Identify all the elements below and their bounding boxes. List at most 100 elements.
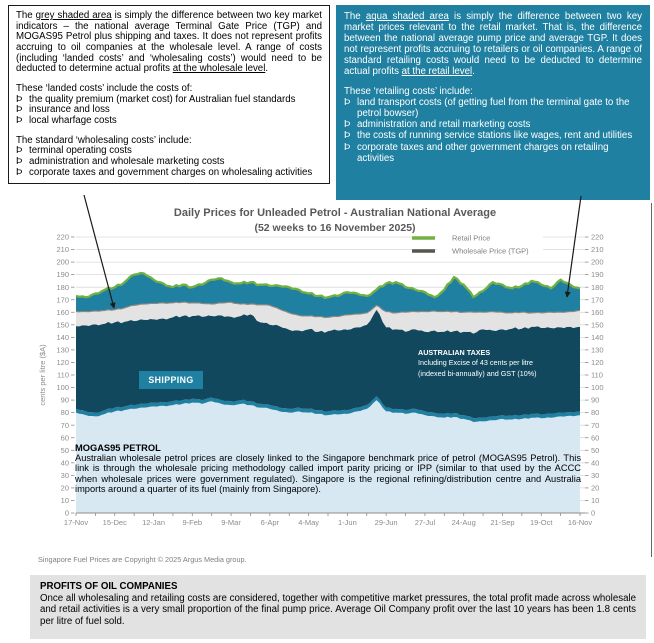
taxes-label-line3: (indexed bi-annually) and GST (10%)	[418, 368, 537, 378]
bullet-icon: Þ	[16, 104, 23, 116]
area-mogas95	[76, 400, 580, 513]
grey-shaded-area-underline: grey shaded area	[35, 10, 112, 21]
wholesale-note-paragraph: The grey shaded area is simply the diffe…	[16, 10, 323, 75]
y-axis-label-left: 40	[61, 458, 69, 467]
list-item: Þ terminal operating costs	[16, 146, 322, 157]
text-segment: The	[344, 11, 366, 22]
y-axis-label-right: 0	[591, 509, 595, 518]
y-axis-label-left: 200	[56, 258, 69, 267]
x-axis-label: 9-Feb	[183, 518, 203, 527]
y-axis-label-left: 190	[56, 270, 69, 279]
retailing-costs-intro: These ‘retailing costs’ include:	[344, 86, 473, 98]
text-segment: .	[472, 66, 475, 78]
y-axis-label-right: 60	[591, 433, 599, 442]
y-axis-label-left: 220	[56, 233, 69, 242]
y-axis-label-right: 50	[591, 446, 599, 455]
y-axis-label-right: 130	[591, 346, 604, 355]
y-axis-label-left: 150	[56, 320, 69, 329]
x-axis-label: 4-May	[298, 518, 319, 527]
chart-title: Daily Prices for Unleaded Petrol - Austr…	[174, 207, 496, 219]
text-segment: is simply the difference between two key…	[16, 10, 323, 75]
y-axis-label-left: 110	[57, 371, 69, 380]
legend-label: Wholesale Price (TGP)	[452, 247, 529, 256]
y-axis-label-left: 10	[61, 496, 69, 505]
y-axis-label-right: 200	[591, 258, 604, 267]
mogas95-note: MOGAS95 PETROL Australian wholesale petr…	[75, 443, 581, 494]
taxes-label-title: AUSTRALIAN TAXES	[418, 348, 491, 357]
mogas95-note-title: MOGAS95 PETROL	[75, 443, 161, 453]
y-axis-title: cents per litre ($A)	[38, 344, 47, 406]
list-item-text: administration and wholesale marketing c…	[29, 156, 225, 168]
list-item-text: the costs of running service stations li…	[357, 130, 633, 142]
list-item-text: corporate taxes and other government cha…	[357, 141, 609, 164]
retailing-costs-list: Þ land transport costs (of getting fuel …	[344, 97, 642, 163]
y-axis-label-left: 180	[56, 283, 69, 292]
y-axis-label-right: 150	[591, 320, 604, 329]
list-item: Þ corporate taxes and government charges…	[16, 167, 322, 179]
x-axis-label: 24-Aug	[452, 518, 476, 527]
x-axis-label: 16-Nov	[568, 518, 592, 527]
wholesale-level-underline: at the wholesale level	[172, 63, 266, 75]
list-item: Þ administration and wholesale marketing…	[16, 156, 322, 168]
list-item-text: terminal operating costs	[29, 145, 132, 157]
y-axis-label-left: 210	[56, 245, 69, 254]
y-axis-label-left: 130	[56, 346, 69, 355]
y-axis-label-left: 160	[56, 308, 69, 317]
retail-level-underline: at the retail level	[401, 66, 473, 78]
list-item-text: the quality premium (market cost) for Au…	[29, 93, 296, 105]
list-item: Þ local wharfage costs	[16, 115, 322, 127]
list-item-text: local wharfage costs	[29, 115, 117, 127]
list-item: Þ corporate taxes and other government c…	[344, 142, 642, 164]
list-item-text: administration and retail marketing cost…	[357, 119, 531, 131]
retail-note-box: The aqua shaded area is simply the diffe…	[336, 5, 650, 200]
y-axis-label-left: 90	[61, 396, 69, 405]
list-item: Þ the costs of running service stations …	[344, 130, 642, 141]
retail-note-paragraph: The aqua shaded area is simply the diffe…	[344, 11, 642, 77]
bullet-icon: Þ	[344, 130, 351, 142]
list-item: Þ the quality premium (market cost) for …	[16, 93, 322, 106]
y-axis-label-left: 70	[61, 421, 69, 430]
bullet-icon: Þ	[16, 93, 23, 105]
bullet-icon: Þ	[16, 145, 23, 157]
y-axis-label-left: 60	[61, 433, 69, 442]
y-axis-label-left: 50	[61, 446, 69, 455]
chart-subtitle: (52 weeks to 16 November 2025)	[254, 222, 415, 234]
y-axis-label-right: 90	[591, 396, 599, 405]
bullet-icon: Þ	[16, 156, 23, 168]
line-retail	[75, 271, 581, 300]
area-taxes	[76, 309, 580, 419]
y-axis-label-right: 30	[591, 471, 599, 480]
y-axis-label-right: 170	[591, 295, 604, 304]
wholesale-note-box: The grey shaded area is simply the diffe…	[8, 5, 330, 185]
shipping-band-label: SHIPPING	[139, 371, 203, 389]
wholesaling-costs-list: Þ terminal operating costs Þ administrat…	[16, 146, 322, 178]
profits-box-title: PROFITS OF OIL COMPANIES	[40, 581, 178, 592]
x-axis-label: 6-Apr	[261, 518, 280, 527]
landed-costs-list: Þ the quality premium (market cost) for …	[16, 93, 322, 127]
wholesaling-costs-intro: The standard ‘wholesaling costs’ include…	[16, 134, 192, 146]
x-axis-label: 27-Jul	[415, 518, 436, 527]
y-axis-label-right: 180	[591, 283, 604, 292]
y-axis-label-left: 120	[56, 358, 69, 367]
y-axis-label-right: 120	[591, 358, 604, 367]
profits-box: PROFITS OF OIL COMPANIES Once all wholes…	[30, 575, 646, 639]
text-segment: The	[16, 10, 36, 21]
x-axis-label: 21-Sep	[490, 518, 514, 527]
text-segment: .	[265, 63, 269, 75]
list-item-text: land transport costs (of getting fuel fr…	[357, 97, 630, 120]
x-axis-label: 29-Jun	[375, 518, 398, 527]
copyright-line: Singapore Fuel Prices are Copyright © 20…	[38, 555, 247, 564]
x-axis-label: 12-Jan	[142, 518, 165, 527]
bullet-icon: Þ	[344, 119, 351, 131]
y-axis-label-right: 160	[591, 308, 604, 317]
bullet-icon: Þ	[344, 141, 351, 153]
y-axis-label-left: 170	[56, 295, 69, 304]
area-shipping	[76, 396, 580, 422]
list-item: Þ administration and retail marketing co…	[344, 119, 642, 130]
area-retail	[76, 273, 580, 317]
y-axis-label-left: 0	[65, 509, 69, 518]
y-axis-label-right: 10	[591, 496, 599, 505]
bullet-icon: Þ	[16, 115, 23, 127]
